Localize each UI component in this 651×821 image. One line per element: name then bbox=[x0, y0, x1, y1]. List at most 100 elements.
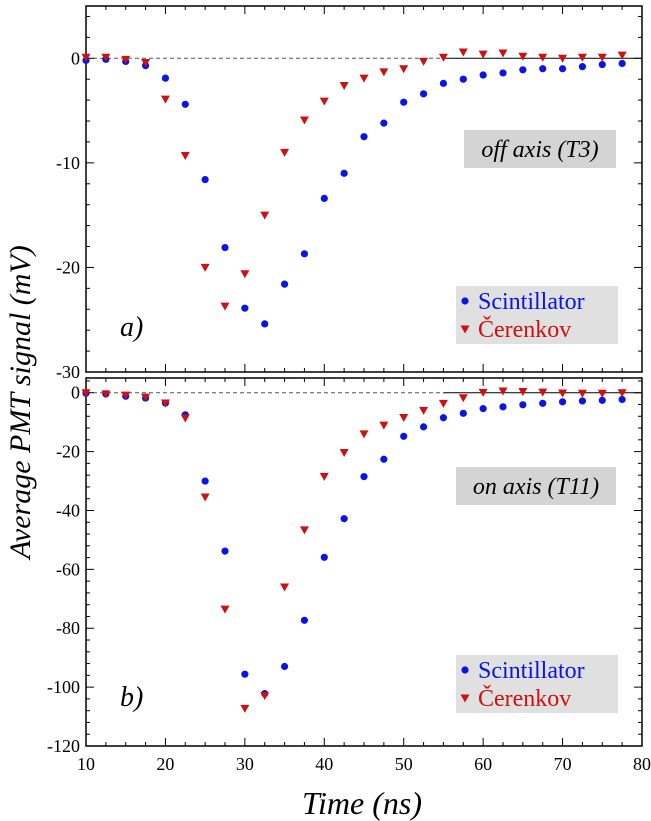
legend-marker-scintillator bbox=[461, 297, 469, 305]
cerenkov-point bbox=[160, 399, 170, 408]
y-tick-label: 0 bbox=[71, 383, 80, 403]
scintillator-point bbox=[578, 63, 587, 71]
scintillator-point bbox=[459, 409, 467, 417]
cerenkov-point bbox=[141, 58, 151, 67]
x-tick-label: 70 bbox=[554, 754, 572, 774]
scintillator-point bbox=[578, 397, 587, 405]
cerenkov-point bbox=[419, 406, 429, 415]
cerenkov-point bbox=[597, 53, 607, 62]
scintillator-point bbox=[618, 395, 626, 404]
cerenkov-point bbox=[280, 148, 290, 157]
legend-marker-cerenkov bbox=[460, 694, 470, 703]
legend-marker-cerenkov bbox=[460, 325, 470, 334]
panel-a: 0 -10 -20 -30 off axis (T3) a) ScintillatorČer… bbox=[56, 5, 643, 382]
cerenkov-point bbox=[538, 53, 548, 62]
annotation-text: on axis (T11) bbox=[473, 474, 599, 500]
cerenkov-point bbox=[121, 55, 131, 64]
scintillator-point bbox=[439, 414, 448, 422]
y-tick-label: 0 bbox=[71, 48, 80, 68]
cerenkov-point bbox=[359, 430, 369, 439]
cerenkov-point bbox=[577, 389, 587, 398]
scintillator-point bbox=[519, 401, 527, 409]
cerenkov-point bbox=[81, 53, 91, 62]
x-tick-label: 10 bbox=[77, 754, 95, 774]
cerenkov-point bbox=[319, 472, 329, 481]
scintillator-point bbox=[439, 79, 448, 87]
scintillator-point bbox=[539, 65, 547, 73]
scintillator-point bbox=[519, 66, 527, 74]
cerenkov-point bbox=[379, 68, 389, 77]
legend-label: Čerenkov bbox=[478, 685, 571, 712]
cerenkov-point bbox=[518, 52, 528, 61]
cerenkov-point bbox=[280, 583, 290, 592]
cerenkov-point bbox=[339, 448, 349, 457]
cerenkov-point bbox=[81, 389, 91, 398]
y-axis-label: Average PMT signal (mV) bbox=[4, 245, 37, 561]
cerenkov-point bbox=[141, 393, 151, 402]
scintillator-point bbox=[280, 662, 289, 671]
scintillator-point bbox=[241, 304, 249, 312]
cerenkov-point bbox=[478, 388, 488, 397]
y-tick-label: -20 bbox=[56, 442, 80, 462]
cerenkov-point bbox=[101, 53, 111, 62]
scintillator-point bbox=[558, 398, 567, 406]
scintillator-point bbox=[400, 432, 408, 440]
scintillator-point bbox=[201, 477, 209, 485]
cerenkov-point bbox=[498, 49, 508, 58]
cerenkov-point bbox=[498, 387, 508, 396]
cerenkov-point bbox=[577, 53, 587, 62]
y-tick-label: -60 bbox=[56, 559, 80, 579]
cerenkov-point bbox=[220, 302, 230, 311]
cerenkov-point bbox=[101, 390, 111, 399]
y-tick-label: -10 bbox=[56, 153, 80, 173]
scintillator-point bbox=[320, 194, 328, 203]
scintillator-point bbox=[320, 553, 328, 561]
cerenkov-point bbox=[419, 57, 429, 66]
scintillator-point bbox=[360, 473, 368, 481]
scintillator-point bbox=[340, 169, 348, 177]
cerenkov-point bbox=[299, 526, 309, 535]
cerenkov-point bbox=[558, 389, 568, 398]
x-tick-label: 50 bbox=[395, 754, 413, 774]
annotation-text: off axis (T3) bbox=[481, 137, 598, 163]
cerenkov-point bbox=[180, 152, 190, 161]
panel-label: b) bbox=[120, 682, 143, 713]
cerenkov-point bbox=[617, 51, 627, 60]
cerenkov-point bbox=[299, 116, 309, 125]
cerenkov-point bbox=[617, 389, 627, 398]
scintillator-point bbox=[539, 399, 547, 407]
legend-marker-scintillator bbox=[461, 666, 469, 674]
legend-box bbox=[456, 286, 618, 344]
x-tick-label: 60 bbox=[474, 754, 492, 774]
y-tick-label: -30 bbox=[56, 362, 80, 382]
panel-b: 10 20 30 40 50 60 70 80 0 -20 -40 -60 -80 -100 -120 on … bbox=[47, 377, 651, 774]
cerenkov-point bbox=[478, 50, 488, 59]
scintillator-point bbox=[380, 119, 388, 127]
x-tick-label: 20 bbox=[156, 754, 174, 774]
scintillator-point bbox=[479, 405, 487, 413]
y-tick-label: -80 bbox=[56, 618, 80, 638]
scintillator-point bbox=[181, 100, 189, 108]
legend-label: Scintillator bbox=[478, 289, 585, 315]
scintillator-point bbox=[221, 547, 229, 555]
cerenkov-point bbox=[260, 211, 270, 220]
scintillator-point bbox=[201, 175, 209, 184]
cerenkov-point bbox=[438, 53, 448, 62]
scintillator-point bbox=[241, 670, 249, 678]
cerenkov-point bbox=[121, 391, 131, 400]
cerenkov-point bbox=[240, 270, 250, 279]
x-tick-label: 40 bbox=[315, 754, 333, 774]
cerenkov-point bbox=[458, 48, 468, 57]
cerenkov-point bbox=[597, 389, 607, 398]
scintillator-point bbox=[598, 60, 606, 69]
scintillator-point bbox=[598, 396, 606, 404]
y-tick-label: -120 bbox=[47, 736, 80, 756]
cerenkov-point bbox=[538, 388, 548, 397]
cerenkov-point bbox=[220, 605, 230, 614]
y-tick-label: -40 bbox=[56, 500, 80, 520]
cerenkov-point bbox=[180, 414, 190, 423]
scintillator-point bbox=[280, 280, 289, 288]
scintillator-point bbox=[479, 71, 487, 79]
x-tick-label: 30 bbox=[236, 754, 254, 774]
